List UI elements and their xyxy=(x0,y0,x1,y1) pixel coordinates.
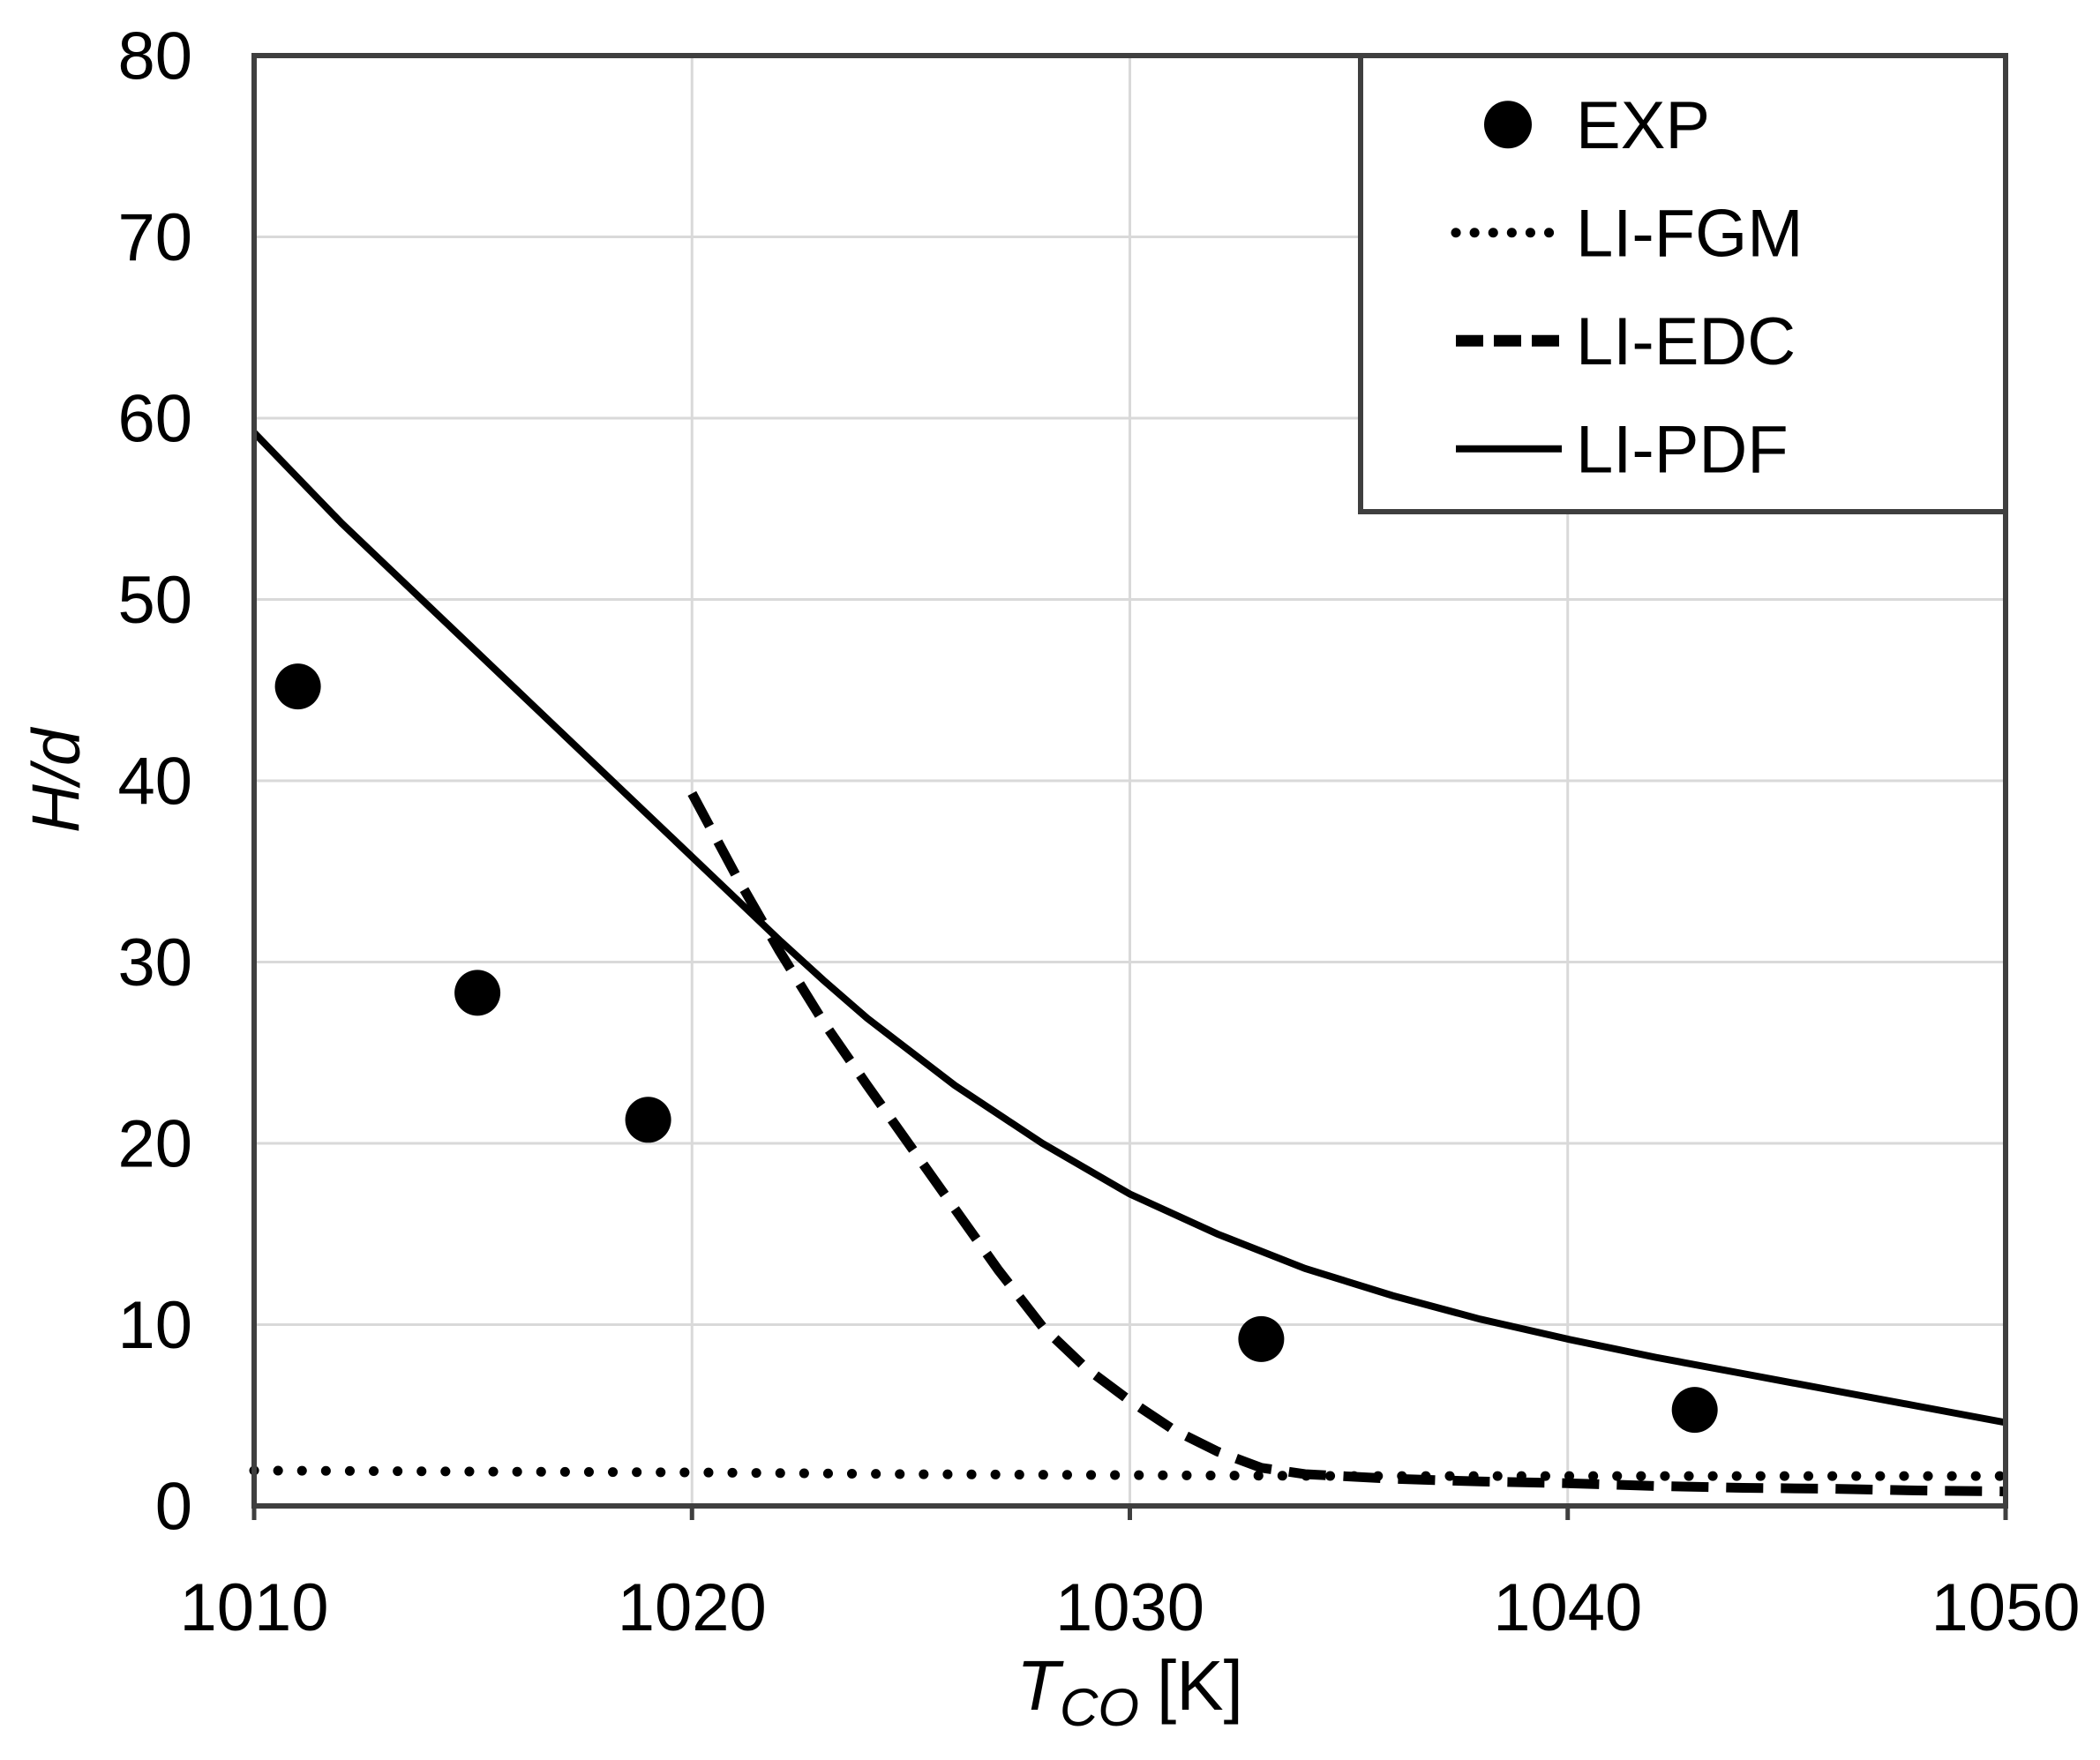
legend-label-EXP: EXP xyxy=(1576,88,1710,163)
legend-box xyxy=(1358,53,2008,514)
y-tick-label: 70 xyxy=(117,200,192,275)
y-tick-label: 80 xyxy=(117,19,192,94)
legend-label-LI-FGM: LI-FGM xyxy=(1576,196,1804,271)
exp-data-point xyxy=(1671,1387,1718,1434)
series-line-LI-EDC xyxy=(687,790,2006,1497)
exp-data-point xyxy=(454,970,501,1016)
legend-sample-marker-EXP xyxy=(1484,101,1532,149)
x-tick-label: 1020 xyxy=(618,1570,767,1645)
exp-data-point xyxy=(1238,1315,1285,1362)
y-tick-label: 60 xyxy=(117,382,192,457)
legend-label-LI-PDF: LI-PDF xyxy=(1576,412,1789,487)
y-tick-label: 30 xyxy=(117,925,192,1000)
series-line-LI-PDF xyxy=(251,430,2006,1427)
y-tick-label: 50 xyxy=(117,563,192,638)
y-tick-label: 40 xyxy=(117,745,192,820)
exp-data-point xyxy=(274,663,321,710)
x-tick-label: 1050 xyxy=(1931,1570,2080,1645)
y-tick-label: 0 xyxy=(155,1470,192,1545)
x-axis-title: TCO [K] xyxy=(1016,1646,1243,1737)
y-axis-title: H/d xyxy=(19,726,94,833)
series-line-LI-FGM xyxy=(249,1465,2011,1481)
legend-label-LI-EDC: LI-EDC xyxy=(1576,304,1796,379)
x-tick-label: 1040 xyxy=(1493,1570,1642,1645)
y-tick-label: 20 xyxy=(117,1107,192,1182)
exp-data-point xyxy=(625,1097,671,1143)
y-tick-label: 10 xyxy=(117,1288,192,1363)
x-tick-label: 1030 xyxy=(1055,1570,1204,1645)
x-tick-label: 1010 xyxy=(179,1570,328,1645)
